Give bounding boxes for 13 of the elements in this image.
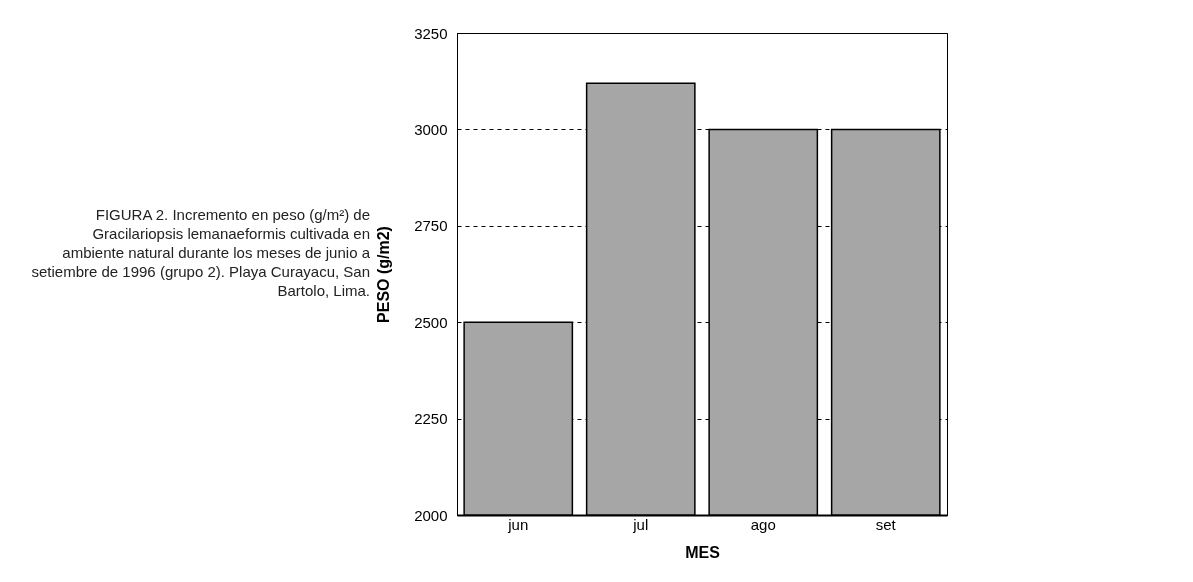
y-tick-label: 3000 — [414, 120, 448, 138]
x-axis-title: MES — [685, 543, 721, 561]
y-axis-title: PESO (g/m2) — [375, 226, 393, 323]
y-tick-label: 3250 — [414, 24, 448, 42]
x-tick-label: set — [875, 515, 897, 533]
y-tick-label: 2750 — [414, 217, 448, 235]
y-tick-label: 2250 — [414, 410, 448, 428]
x-tick-label: jun — [507, 515, 529, 533]
x-tick-label: ago — [750, 515, 776, 533]
x-tick-label: jul — [632, 515, 649, 533]
y-tick-label: 2000 — [414, 506, 448, 524]
y-tick-label: 2500 — [414, 313, 448, 331]
text: FIGURA 2. Incremento en peso (g/m²) de Gracilariopsis lemanaeformis cultivada en ambiente natural durante los meses de junio a setiembre de 1996 (grupo 2). Playa Curayacu, San Bartolo, Lima. — [30, 205, 370, 300]
